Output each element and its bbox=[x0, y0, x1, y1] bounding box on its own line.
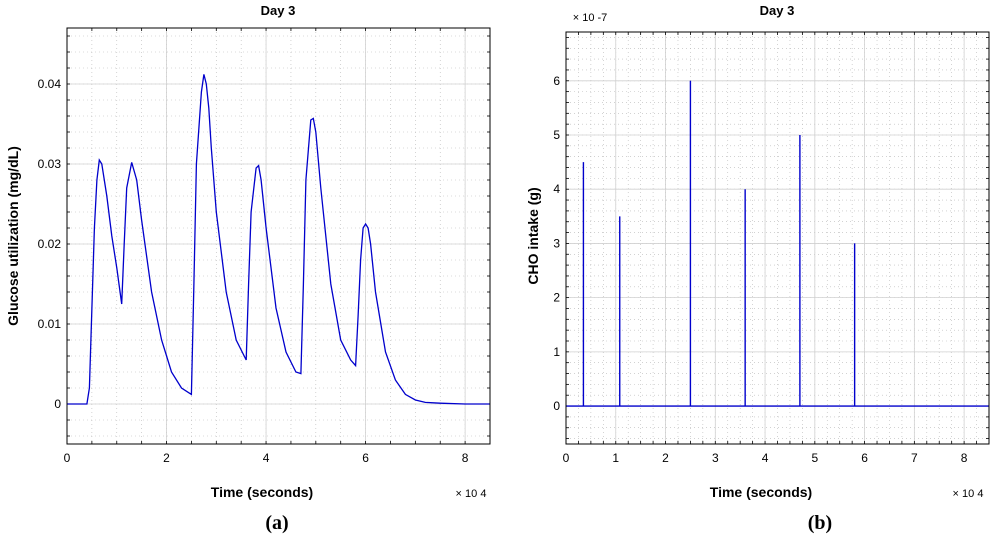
x-tick-label: 8 bbox=[961, 451, 968, 465]
x-tick-label: 0 bbox=[64, 451, 71, 465]
chart-b-plot-frame bbox=[565, 31, 990, 445]
y-tick-label: 0.04 bbox=[38, 77, 62, 91]
chart-a-plot-frame bbox=[66, 27, 491, 445]
chart-b-y-axis-label: CHO intake (g) bbox=[525, 187, 541, 284]
chart-a-x-multiplier: × 10 4 bbox=[456, 488, 487, 500]
chart-a-x-axis-label: Time (seconds) bbox=[211, 484, 313, 500]
chart-b-title: Day 3 bbox=[760, 3, 795, 18]
y-tick-label: 1 bbox=[553, 345, 560, 359]
x-tick-label: 8 bbox=[462, 451, 469, 465]
y-tick-label: 4 bbox=[553, 182, 560, 196]
chart-b-y-multiplier: × 10 -7 bbox=[573, 12, 608, 24]
chart-b-x-axis-label: Time (seconds) bbox=[710, 484, 812, 500]
chart-b-ticks: 0 1 2 3 4 5 6 7 8 0 1 2 3 4 5 6 bbox=[553, 32, 990, 465]
x-tick-label: 7 bbox=[911, 451, 918, 465]
y-tick-label: 6 bbox=[553, 74, 560, 88]
y-tick-label: 0.03 bbox=[38, 157, 62, 171]
chart-b-panel-label: (b) bbox=[808, 512, 832, 534]
y-tick-label: 0.02 bbox=[38, 237, 62, 251]
y-tick-label: 0.01 bbox=[38, 317, 62, 331]
chart-a-panel-label: (a) bbox=[265, 512, 288, 534]
y-tick-label: 3 bbox=[553, 236, 560, 250]
chart-a-y-axis-label: Glucose utilization (mg/dL) bbox=[5, 146, 21, 326]
x-tick-label: 0 bbox=[563, 451, 570, 465]
y-tick-label: 0 bbox=[54, 397, 61, 411]
chart-a: Day 3 0 2 4 6 8 0 0.01 0.02 0.03 0.04 Glucose uti… bbox=[5, 3, 491, 534]
y-tick-label: 2 bbox=[553, 291, 560, 305]
x-tick-label: 5 bbox=[811, 451, 818, 465]
chart-a-title: Day 3 bbox=[261, 3, 296, 18]
chart-b: Day 3 × 10 -7 0 1 2 3 4 5 6 7 8 0 1 2 3 4 5 6 CHO intak… bbox=[525, 3, 990, 534]
y-tick-label: 5 bbox=[553, 128, 560, 142]
x-tick-label: 4 bbox=[762, 451, 769, 465]
y-tick-label: 0 bbox=[553, 399, 560, 413]
x-tick-label: 1 bbox=[612, 451, 619, 465]
chart-b-x-multiplier: × 10 4 bbox=[953, 488, 984, 500]
x-tick-label: 2 bbox=[662, 451, 669, 465]
chart-a-glucose-line bbox=[67, 74, 490, 405]
chart-a-grid bbox=[66, 28, 491, 444]
x-tick-label: 2 bbox=[163, 451, 170, 465]
x-tick-label: 4 bbox=[263, 451, 270, 465]
chart-b-stems bbox=[566, 80, 989, 407]
chart-a-ticks: 0 2 4 6 8 0 0.01 0.02 0.03 0.04 bbox=[38, 28, 491, 465]
x-tick-label: 6 bbox=[861, 451, 868, 465]
x-tick-label: 3 bbox=[712, 451, 719, 465]
x-tick-label: 6 bbox=[362, 451, 369, 465]
chart-b-grid bbox=[565, 32, 990, 444]
